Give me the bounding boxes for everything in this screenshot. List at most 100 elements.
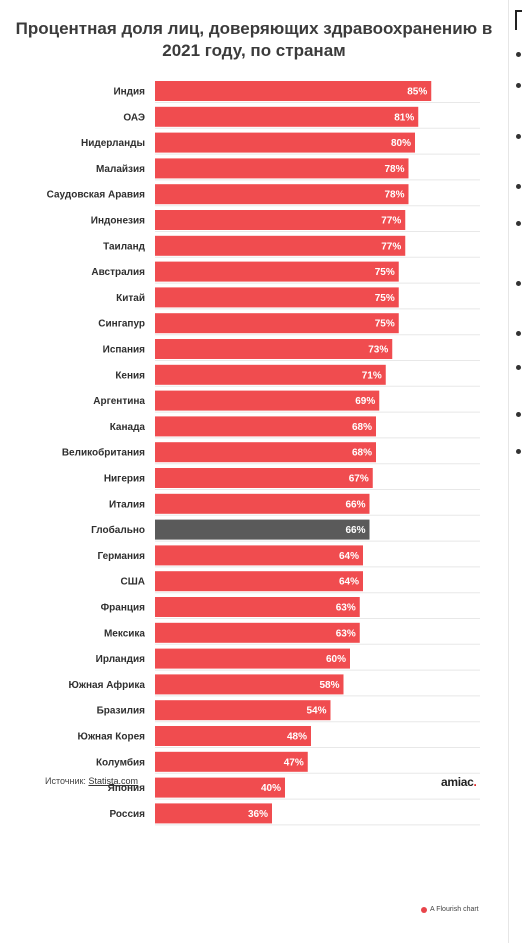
value-label: 64% — [339, 577, 359, 588]
value-label: 47% — [284, 757, 304, 768]
value-label: 80% — [391, 138, 411, 149]
value-label: 81% — [394, 112, 414, 123]
category-label: Малайзия — [96, 164, 145, 175]
flourish-credit-text: A Flourish chart — [430, 906, 479, 913]
bullet-icon — [516, 365, 521, 370]
bullet-icon — [516, 412, 521, 417]
value-label: 60% — [326, 654, 346, 665]
category-label: США — [121, 577, 146, 588]
category-label: Аргентина — [93, 396, 145, 407]
bullet-icon — [516, 184, 521, 189]
value-label: 63% — [336, 628, 356, 639]
value-label: 66% — [345, 525, 365, 536]
bullet-icon — [516, 83, 521, 88]
value-label: 73% — [368, 345, 388, 356]
bar[interactable] — [155, 106, 419, 127]
brand-name: amiac — [441, 775, 474, 789]
bar[interactable] — [155, 158, 409, 179]
category-label: Мексика — [104, 628, 145, 639]
bullet-icon — [516, 331, 521, 336]
category-label: Канада — [110, 422, 146, 433]
category-label: Глобально — [91, 524, 145, 536]
value-label: 78% — [384, 164, 404, 175]
category-label: Япония — [108, 783, 146, 794]
bar[interactable] — [155, 235, 406, 256]
category-label: Кения — [115, 370, 145, 381]
value-label: 68% — [352, 422, 372, 433]
category-label: Китай — [116, 293, 145, 304]
source-link[interactable]: Statista.com — [88, 776, 138, 786]
bar[interactable] — [155, 648, 350, 669]
chart-title: Процентная доля лиц, доверяющих здравоох… — [15, 19, 493, 60]
bar[interactable] — [155, 81, 432, 101]
bar[interactable] — [155, 751, 308, 772]
bar[interactable] — [155, 700, 331, 721]
brand-logo[interactable]: amiac. — [441, 775, 477, 789]
value-label: 54% — [306, 706, 326, 717]
value-label: 36% — [248, 809, 268, 820]
bar[interactable] — [155, 416, 376, 437]
bar[interactable] — [155, 287, 399, 308]
value-label: 77% — [381, 216, 401, 227]
bar[interactable] — [155, 132, 415, 153]
category-label: Южная Корея — [78, 732, 146, 743]
source-note: Источник: Statista.com — [45, 776, 138, 786]
bar-chart: Индия 85% ОАЭ 81% Нидерланды 80% Малайзия 78% Са… — [47, 81, 480, 826]
bar[interactable] — [155, 442, 376, 463]
value-label: 75% — [375, 319, 395, 330]
value-label: 77% — [381, 241, 401, 252]
value-label: 78% — [384, 190, 404, 201]
value-label: 85% — [407, 87, 427, 98]
bar-global[interactable] — [155, 519, 370, 540]
adjacent-panel-edge — [515, 0, 522, 943]
category-label: Колумбия — [96, 756, 145, 768]
value-label: 67% — [349, 474, 369, 485]
category-label: Ирландия — [96, 654, 145, 665]
source-prefix: Источник: — [45, 776, 86, 786]
bar[interactable] — [155, 184, 409, 205]
category-label: Индия — [113, 87, 145, 98]
bar[interactable] — [155, 545, 363, 566]
bar[interactable] — [155, 571, 363, 592]
bar[interactable] — [155, 777, 285, 798]
value-label: 48% — [287, 732, 307, 743]
flourish-credit[interactable]: A Flourish chart — [421, 906, 479, 913]
value-label: 66% — [345, 499, 365, 510]
flourish-logo-icon — [421, 906, 427, 913]
value-label: 40% — [261, 783, 281, 794]
value-label: 71% — [362, 370, 382, 381]
category-label: Великобритания — [62, 447, 145, 459]
category-label: Сингапур — [98, 319, 145, 330]
bracket-icon — [515, 10, 522, 30]
bar[interactable] — [155, 390, 380, 411]
chart-frame: Процентная доля лиц, доверяющих здравоох… — [15, 0, 509, 943]
bar[interactable] — [155, 364, 386, 385]
category-label: Россия — [109, 809, 145, 820]
category-label: Австралия — [91, 267, 145, 278]
value-label: 58% — [319, 680, 339, 691]
category-label: Франция — [101, 603, 146, 614]
bar[interactable] — [155, 622, 360, 643]
bar[interactable] — [155, 261, 399, 282]
bar[interactable] — [155, 468, 373, 488]
value-label: 75% — [375, 293, 395, 304]
bar[interactable] — [155, 597, 360, 617]
bar[interactable] — [155, 803, 272, 824]
bar[interactable] — [155, 493, 370, 514]
category-label: Бразилия — [97, 706, 146, 717]
category-label: Нидерланды — [81, 138, 145, 149]
category-label: Саудовская Аравия — [47, 190, 146, 201]
brand-dot: . — [473, 775, 477, 789]
value-label: 69% — [355, 396, 375, 407]
bullet-icon — [516, 221, 521, 226]
bar[interactable] — [155, 210, 406, 230]
bar[interactable] — [155, 313, 399, 334]
category-label: Таиланд — [103, 241, 146, 252]
category-label: Италия — [109, 499, 145, 510]
bar[interactable] — [155, 674, 344, 695]
category-label: ОАЭ — [123, 112, 145, 123]
value-label: 63% — [336, 603, 356, 614]
value-label: 68% — [352, 448, 372, 459]
bar[interactable] — [155, 339, 393, 359]
bar[interactable] — [155, 726, 311, 746]
